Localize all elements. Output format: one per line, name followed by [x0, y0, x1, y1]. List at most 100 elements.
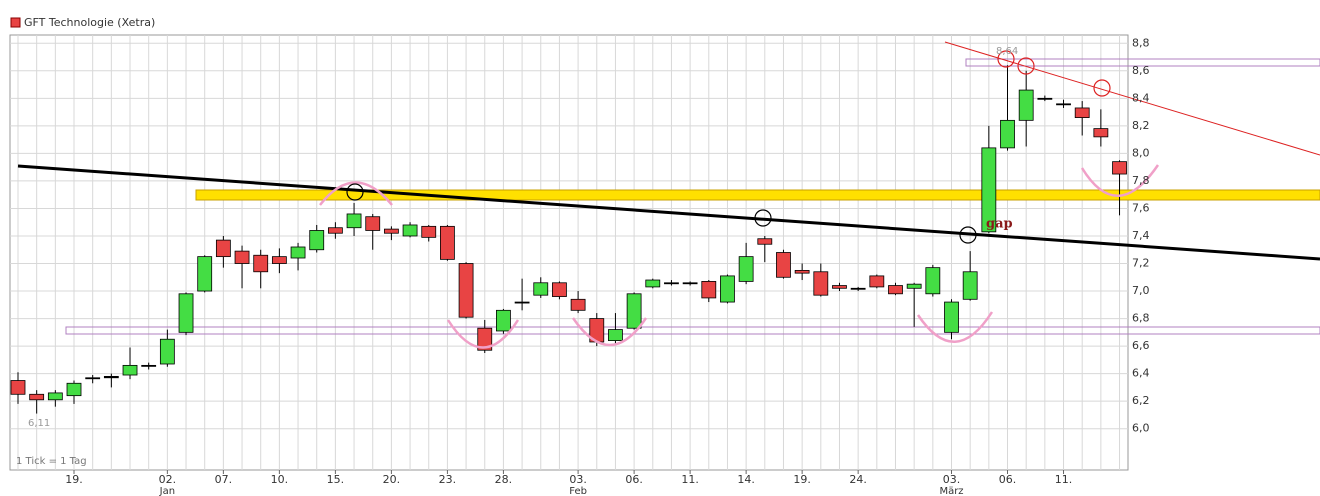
- candle-body: [608, 329, 623, 342]
- candle-body: [10, 380, 26, 395]
- candle-body: [664, 282, 679, 285]
- circle: [1093, 79, 1111, 97]
- x-tick-label: 19.: [793, 473, 811, 486]
- candle-body: [925, 267, 941, 295]
- candle-body: [906, 283, 922, 289]
- candle-body: [159, 338, 175, 365]
- resistance-box: [965, 58, 1320, 67]
- x-tick-label: 15.: [327, 473, 345, 486]
- chart-title: GFT Technologie (Xetra): [24, 16, 155, 29]
- x-tick-label: 03.: [569, 473, 587, 486]
- candle-body: [1056, 103, 1071, 106]
- y-tick-label: 8,6: [1132, 64, 1150, 77]
- candle-body: [533, 282, 549, 296]
- candle-body: [122, 364, 138, 376]
- candle-body: [570, 298, 586, 311]
- x-tick-label: 11.: [681, 473, 699, 486]
- trend-line-red: [944, 41, 1320, 156]
- candle-body: [496, 309, 511, 332]
- candle-body: [944, 301, 959, 333]
- candle-body: [645, 279, 661, 288]
- candle-body: [477, 327, 493, 351]
- pattern-arcs: [319, 164, 1160, 349]
- candle-body: [458, 263, 474, 318]
- x-tick-label: 06.: [625, 473, 643, 486]
- candle-body: [346, 213, 362, 229]
- candle-body: [738, 256, 754, 282]
- month-label: Feb: [569, 486, 587, 496]
- y-tick-label: 7,4: [1132, 229, 1150, 242]
- y-tick-label: 7,2: [1132, 257, 1150, 270]
- candle-body: [47, 392, 63, 401]
- candle-body: [1037, 97, 1053, 100]
- candle-body: [327, 227, 343, 234]
- candle-body: [29, 393, 45, 401]
- candle-body: [720, 275, 735, 303]
- x-tick-label: 11.: [1055, 473, 1073, 486]
- arc: [1080, 164, 1160, 197]
- candle-body: [1000, 119, 1015, 149]
- circle: [959, 226, 977, 244]
- candle-body: [869, 275, 885, 288]
- circle: [1017, 57, 1035, 75]
- footnote: 1 Tick = 1 Tag: [16, 456, 87, 467]
- candle-body: [1074, 107, 1090, 118]
- candle-body: [402, 224, 418, 237]
- candle-body: [253, 254, 269, 273]
- y-tick-label: 6,6: [1132, 339, 1150, 352]
- candle-body: [626, 293, 642, 329]
- y-tick-label: 8,4: [1132, 91, 1150, 104]
- x-tick-label: 10.: [271, 473, 289, 486]
- support-band: [195, 189, 1320, 201]
- trend-line: [17, 164, 1320, 261]
- month-label: März: [939, 486, 963, 496]
- candle-body: [365, 216, 381, 231]
- candle-body: [552, 282, 567, 297]
- x-tick-label: 28.: [495, 473, 513, 486]
- arc: [319, 181, 393, 206]
- y-tick-label: 8,2: [1132, 119, 1150, 132]
- annotation: 8,64: [996, 46, 1018, 57]
- candle-body: [290, 246, 306, 259]
- y-tick-label: 7,6: [1132, 201, 1150, 214]
- circle: [997, 50, 1015, 68]
- x-tick-label: 23.: [439, 473, 457, 486]
- candle-body: [888, 285, 903, 295]
- candles: [10, 65, 1127, 414]
- arc: [446, 319, 520, 349]
- candle-body: [1112, 161, 1127, 175]
- candle-body: [701, 281, 717, 299]
- y-tick-label: 8,0: [1132, 146, 1150, 159]
- candle-body: [962, 271, 978, 300]
- candle-body: [197, 256, 213, 292]
- candle-body: [794, 269, 810, 274]
- candle-body: [440, 225, 455, 260]
- candle-body: [271, 256, 287, 264]
- x-tick-label: 06.: [999, 473, 1017, 486]
- y-tick-label: 7,0: [1132, 284, 1150, 297]
- arc: [916, 311, 994, 343]
- candle-body: [514, 301, 530, 304]
- candle-body: [215, 239, 231, 258]
- x-tick-label: 24.: [849, 473, 867, 486]
- y-tick-label: 6,8: [1132, 312, 1150, 325]
- y-tick-label: 7,8: [1132, 174, 1150, 187]
- candle-body: [178, 293, 194, 333]
- candle-body: [776, 252, 791, 278]
- x-tick-label: 07.: [215, 473, 233, 486]
- arc: [571, 317, 648, 347]
- plot-frame: [9, 34, 1129, 471]
- annotation: 6,11: [28, 418, 50, 429]
- candle-body: [832, 285, 847, 289]
- x-tick-label: 03.: [943, 473, 961, 486]
- candle-body: [103, 375, 119, 379]
- candle-body: [1018, 89, 1034, 121]
- marker-circles: [346, 50, 1111, 244]
- candle-body: [1093, 128, 1109, 138]
- x-tick-label: 19.: [65, 473, 83, 486]
- x-tick-label: 02.: [159, 473, 177, 486]
- y-tick-label: 6,0: [1132, 422, 1150, 435]
- candle-body: [757, 238, 773, 245]
- x-tick-label: 14.: [737, 473, 755, 486]
